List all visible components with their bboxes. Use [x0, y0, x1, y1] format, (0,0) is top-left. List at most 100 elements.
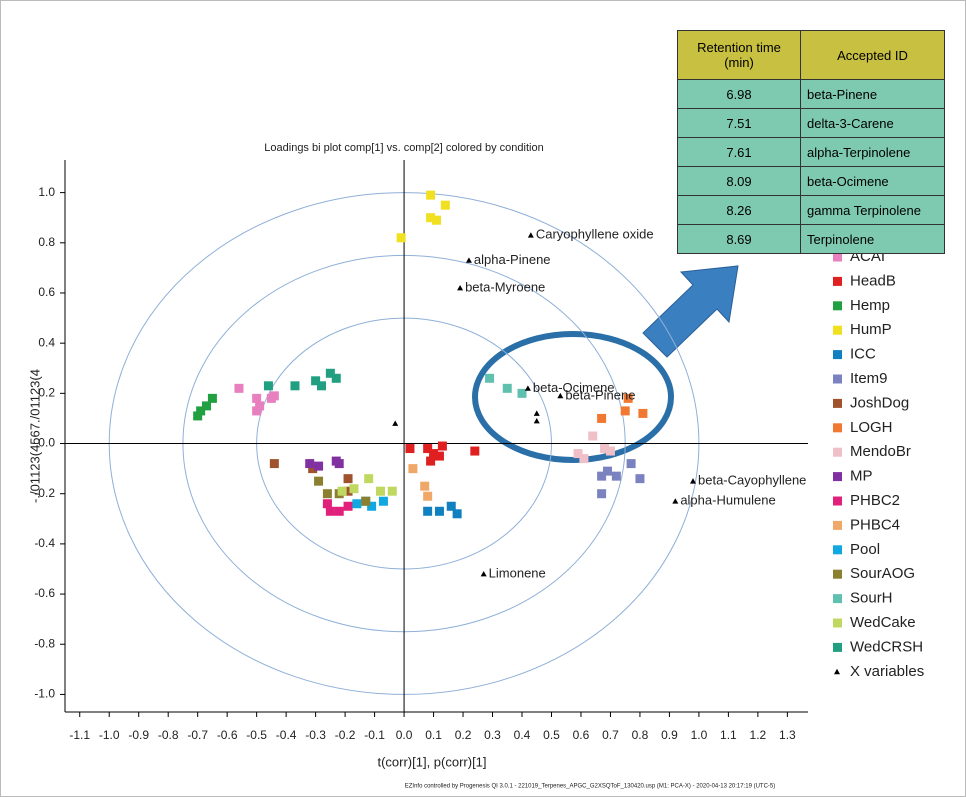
point	[234, 383, 244, 393]
point	[429, 449, 439, 459]
x-tick-label: -0.8	[158, 728, 179, 742]
x-variable-label: alpha-Pinene	[474, 252, 551, 267]
table-cell: Terpinolene	[800, 224, 945, 254]
y-tick-label: -1.0	[34, 687, 55, 701]
x-variable	[465, 257, 472, 263]
point	[423, 491, 433, 501]
y-tick-label: -0.4	[34, 536, 55, 550]
legend-label: SourAOG	[850, 565, 915, 582]
legend-label: WedCake	[850, 614, 916, 631]
point	[269, 391, 279, 401]
legend-label: HumP	[850, 321, 892, 338]
highlight-ellipse	[472, 331, 674, 463]
legend-swatch	[833, 520, 842, 530]
arrow	[642, 265, 739, 358]
point	[597, 489, 607, 499]
legend-swatch	[833, 545, 842, 555]
point	[322, 489, 332, 499]
point	[517, 388, 527, 398]
point	[255, 401, 265, 411]
x-tick-label: 0.3	[484, 728, 501, 742]
point	[611, 471, 621, 481]
x-axis-label: t(corr)[1], p(corr)[1]	[377, 754, 486, 769]
point	[352, 499, 362, 509]
x-tick-label: 0.6	[573, 728, 590, 742]
x-variable	[690, 478, 697, 484]
x-variable	[557, 392, 564, 399]
point	[408, 464, 418, 474]
legend-swatch	[833, 301, 842, 311]
table-cell: 7.51	[677, 108, 801, 138]
point	[349, 484, 359, 494]
point	[193, 411, 203, 421]
table-cell: 8.09	[677, 166, 801, 196]
point	[470, 446, 480, 456]
point	[620, 406, 630, 416]
point	[573, 449, 583, 459]
point	[202, 401, 212, 411]
table-cell: 7.61	[677, 137, 801, 167]
point	[605, 446, 615, 456]
x-tick-label: 1.0	[691, 728, 708, 742]
point	[502, 383, 512, 393]
x-tick-label: 1.1	[720, 728, 737, 742]
point	[603, 466, 613, 476]
point	[337, 486, 347, 496]
x-tick-label: 1.3	[779, 728, 796, 742]
y-tick-label: -0.0	[34, 436, 55, 450]
point	[311, 376, 321, 386]
x-variable-label: beta-Ocimene	[533, 380, 615, 395]
point	[434, 506, 444, 516]
x-tick-label: -1.0	[99, 728, 120, 742]
y-tick-label: -0.8	[34, 636, 55, 650]
legend-label: PHBC4	[850, 516, 900, 533]
point	[452, 509, 462, 519]
point	[437, 441, 447, 451]
table-row: 8.09 beta-Ocimene	[677, 166, 945, 196]
x-variable	[533, 417, 540, 424]
legend-label: MP	[850, 468, 873, 485]
point	[423, 506, 433, 516]
legend-label: ICC	[850, 346, 876, 363]
x-tick-label: 0.4	[514, 728, 531, 742]
point	[334, 506, 344, 516]
legend-label: Hemp	[850, 297, 890, 314]
x-tick-label: 0.2	[455, 728, 472, 742]
point	[378, 496, 388, 506]
x-tick-label: -0.3	[305, 728, 326, 742]
table-row: 8.69 Terpinolene	[677, 224, 945, 254]
x-variable	[527, 232, 534, 238]
legend-label: JoshDog	[850, 394, 909, 411]
point	[635, 474, 645, 484]
x-tick-label: -0.1	[364, 728, 385, 742]
x-tick-label: 0.7	[602, 728, 619, 742]
point	[269, 459, 279, 469]
table-row: 6.98 beta-Pinene	[677, 79, 945, 109]
table-cell: 8.69	[677, 224, 801, 254]
legend-swatch	[833, 398, 842, 408]
point	[440, 200, 450, 210]
table-cell: beta-Ocimene	[800, 166, 945, 196]
point	[343, 501, 353, 511]
x-tick-label: 0.8	[632, 728, 649, 742]
y-tick-label: -0.2	[34, 486, 55, 500]
point	[317, 381, 327, 391]
legend-label: SourH	[850, 590, 893, 607]
point	[325, 368, 335, 378]
point	[432, 215, 441, 225]
x-variable-label: beta-Myroene	[465, 279, 545, 294]
table-cell: alpha-Terpinolene	[800, 137, 945, 167]
point	[308, 464, 318, 474]
x-tick-label: -0.5	[246, 728, 267, 742]
point	[252, 393, 262, 403]
point	[387, 486, 397, 496]
x-tick-label: 1.2	[750, 728, 767, 742]
point	[420, 481, 430, 491]
table-header: Retention time (min)	[677, 30, 801, 80]
table-cell: gamma Terpinolene	[800, 195, 945, 225]
legend-label: WedCRSH	[850, 638, 923, 655]
point	[290, 381, 300, 391]
legend-swatch	[833, 569, 842, 579]
point	[375, 486, 385, 496]
